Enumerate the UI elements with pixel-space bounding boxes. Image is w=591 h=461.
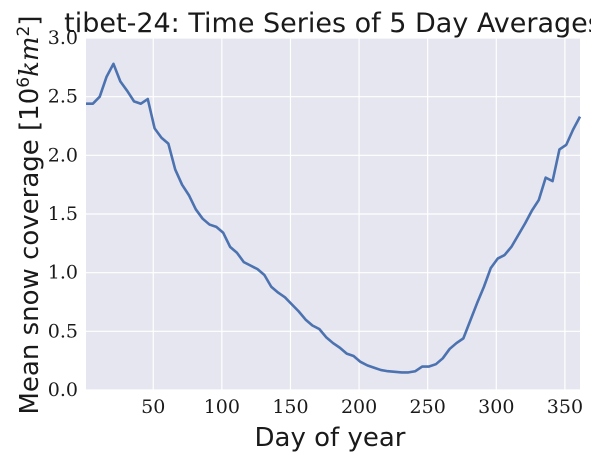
x-tick-label: 300 — [478, 396, 514, 418]
y-tick-label: 1.5 — [48, 203, 78, 225]
x-tick-label: 250 — [410, 396, 446, 418]
y-axis-label-unit-var: km — [15, 36, 45, 76]
y-tick-label: 2.5 — [48, 86, 78, 108]
y-tick-label: 1.0 — [48, 262, 78, 284]
x-axis-label: Day of year — [255, 423, 406, 453]
x-tick-label: 50 — [141, 396, 165, 418]
y-axis-label-unit-base: [10 — [15, 88, 45, 131]
y-tick-labels: 0.0 0.5 1.0 1.5 2.0 2.5 3.0 — [48, 27, 78, 401]
y-axis-label-unit-exp2: 2 — [14, 26, 34, 37]
y-axis-label: Mean snow coverage [106km2] — [14, 15, 45, 414]
y-axis-label-unit-exp: 6 — [14, 77, 34, 88]
series-layer — [86, 62, 582, 374]
y-axis-label-unit-close: ] — [15, 15, 45, 25]
x-tick-label: 350 — [547, 396, 583, 418]
chart-title: tibet-24: Time Series of 5 Day Averages — [64, 8, 591, 39]
x-tick-label: 150 — [272, 396, 308, 418]
y-axis-label-text: Mean snow coverage — [15, 131, 45, 415]
y-tick-label: 0.0 — [48, 379, 78, 401]
x-tick-labels: 50 100 150 200 250 300 350 — [141, 396, 583, 418]
series-line — [86, 62, 582, 374]
y-tick-label: 0.5 — [48, 320, 78, 342]
x-tick-label: 200 — [341, 396, 377, 418]
y-tick-label: 3.0 — [48, 27, 78, 49]
x-tick-label: 100 — [204, 396, 240, 418]
y-grid — [86, 37, 580, 391]
y-tick-label: 2.0 — [48, 144, 78, 166]
